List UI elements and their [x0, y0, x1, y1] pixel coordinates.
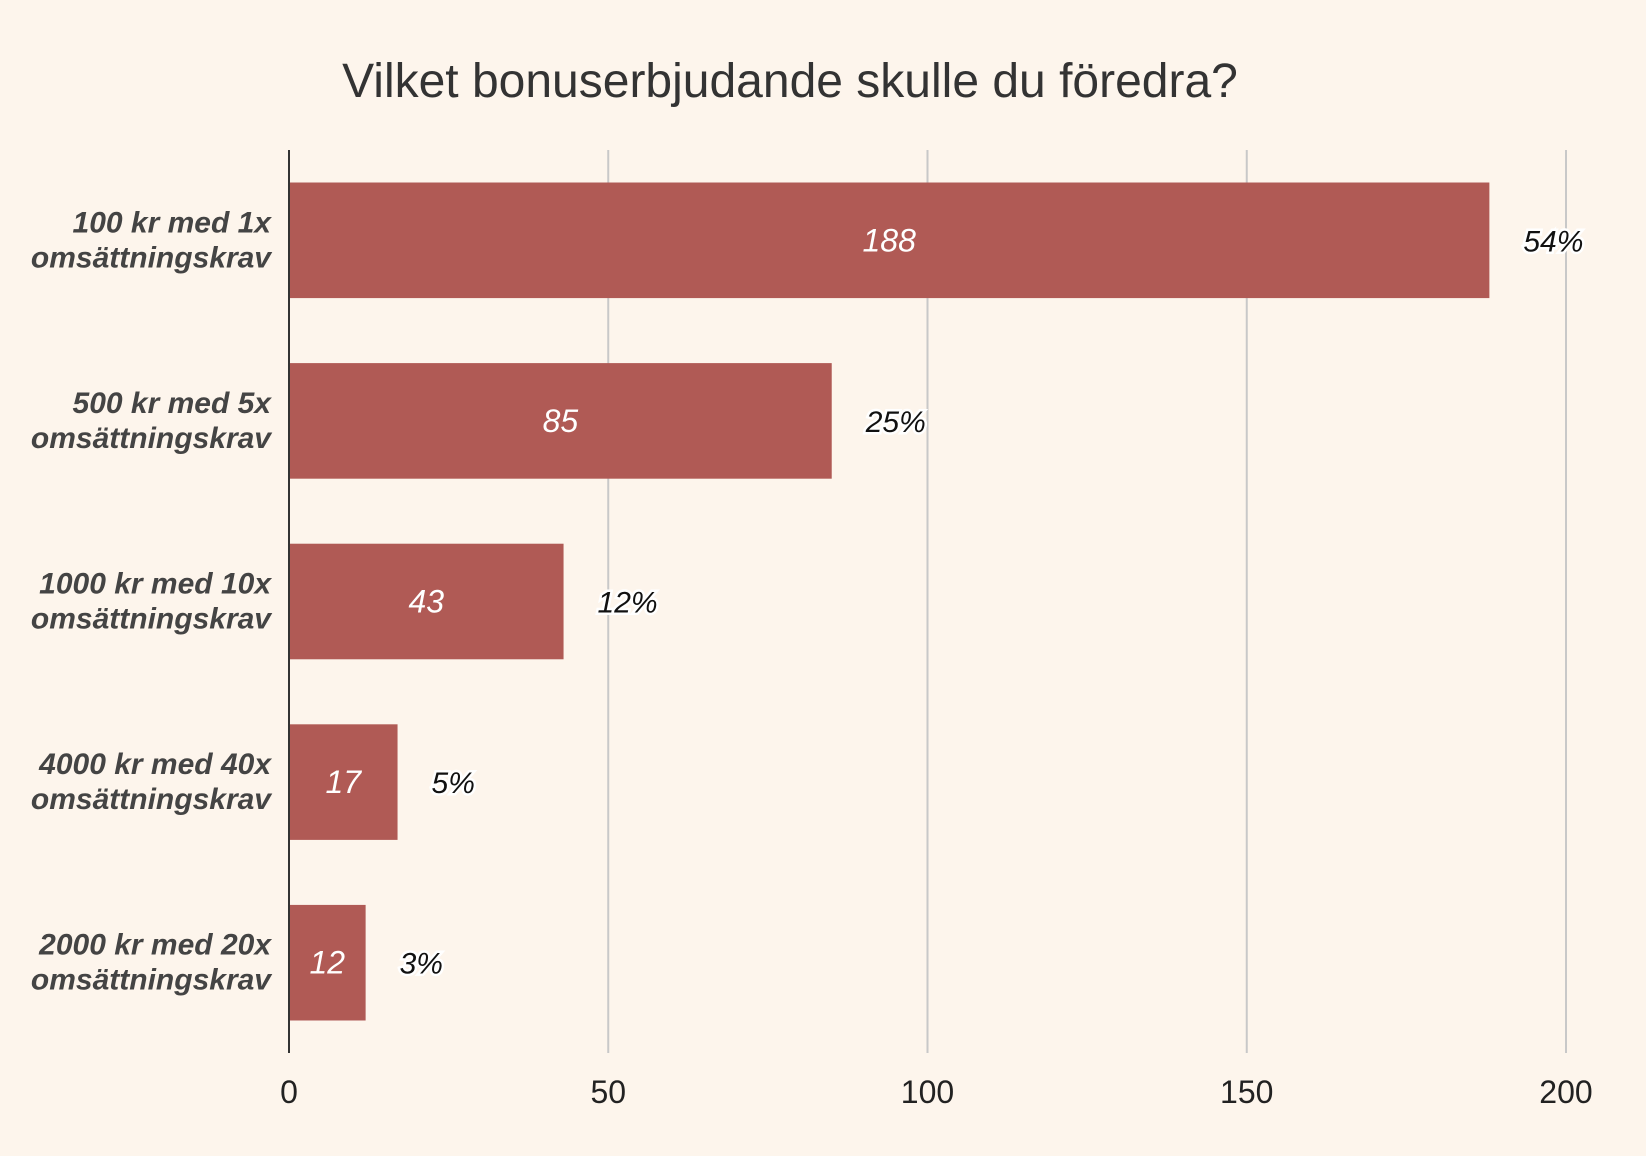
- bar-percent-label: 12%: [598, 587, 658, 620]
- x-tick-label: 100: [901, 1074, 954, 1110]
- bar-value-label: 188: [862, 222, 916, 258]
- category-label: 500 kr med 5x omsättningskrav: [31, 387, 273, 455]
- bar: [289, 363, 832, 479]
- category-label: 1000 kr med 10x omsättningskrav: [31, 568, 273, 636]
- x-tick-labels: 0 50 100 150 200: [280, 1074, 1593, 1110]
- bar-value-label: 12: [310, 945, 346, 981]
- x-tick-label: 200: [1539, 1074, 1592, 1110]
- bar: [289, 543, 564, 660]
- bar-value-label: 17: [325, 764, 362, 800]
- bar-percent-label: 3%: [400, 948, 443, 981]
- bar: [289, 182, 1490, 299]
- category-label: 100 kr med 1x omsättningskrav: [31, 206, 273, 274]
- chart-title: Vilket bonuserbjudande skulle du föredra…: [342, 55, 1238, 108]
- category-label: 4000 kr med 40x omsättningskrav: [31, 748, 273, 816]
- x-tick-label: 0: [280, 1074, 298, 1110]
- bar-percent-label: 5%: [432, 767, 475, 800]
- x-tick-label: 150: [1220, 1074, 1273, 1110]
- bar-value-label: 85: [543, 403, 579, 439]
- x-tick-label: 50: [590, 1074, 626, 1110]
- bar: [289, 724, 398, 840]
- grid-lines: [607, 150, 1567, 1053]
- bar-value-label: 43: [408, 584, 444, 620]
- bar-percent-label: 25%: [865, 406, 926, 439]
- bar: [289, 904, 366, 1021]
- bars: 188 54% 85 25% 43 12% 17 5% 12 3%: [289, 182, 1586, 1021]
- category-labels: 100 kr med 1x omsättningskrav 500 kr med 5…: [31, 206, 273, 996]
- bar-percent-label: 54%: [1523, 225, 1583, 258]
- category-label: 2000 kr med 20x omsättningskrav: [31, 929, 273, 997]
